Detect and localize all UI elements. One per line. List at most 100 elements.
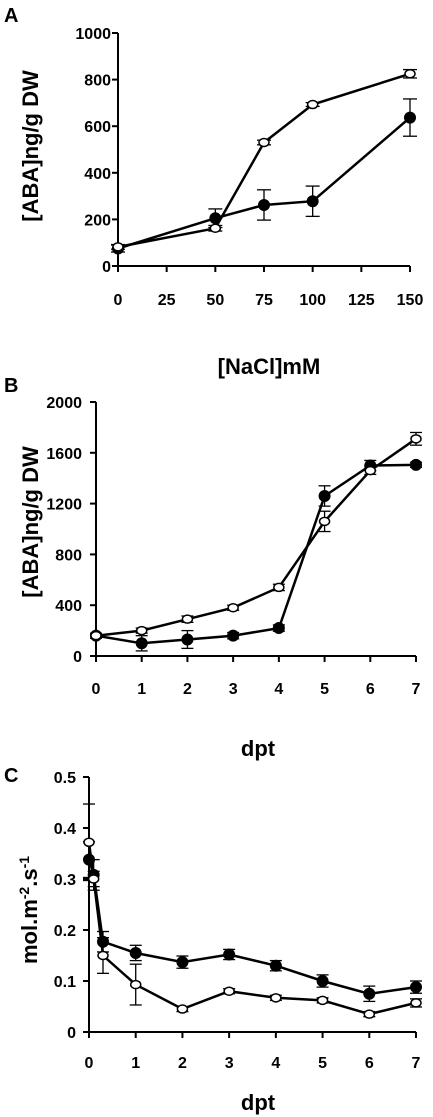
- chart-panel-c: C 0 0.1 0.2 0.3 0.4 0.5 0 1 2 3 4 5 6 7 dpt mol.m-2.s-1: [4, 765, 422, 1115]
- data-point-open: [112, 242, 124, 252]
- x-tick-label: 6: [365, 1055, 374, 1072]
- x-tick-label: 150: [397, 292, 424, 309]
- y-axis-title-part: mol.m: [17, 899, 42, 964]
- series-line-open-circle: [87, 842, 417, 1016]
- data-point-open: [270, 993, 282, 1003]
- series-line-open-circle: [95, 437, 417, 637]
- series-open-circle: [90, 431, 422, 641]
- y-tick-label: 0: [67, 1025, 76, 1042]
- x-tick-label: 5: [318, 1055, 327, 1072]
- data-point-filled: [176, 956, 189, 969]
- x-tick-label: 0: [92, 681, 101, 698]
- data-point-open: [318, 516, 331, 527]
- x-tick-label: 100: [299, 292, 326, 309]
- y-axis-title: [ABA]ng/g DW: [18, 446, 43, 598]
- x-tick-label: 75: [255, 292, 273, 309]
- data-point-open: [364, 465, 377, 476]
- series-filled-circle: [90, 458, 422, 652]
- x-tick-label: 50: [206, 292, 224, 309]
- x-tick-label: 6: [366, 681, 375, 698]
- data-point-open: [363, 1009, 376, 1019]
- data-point-filled: [404, 111, 416, 124]
- series-open-circle: [111, 68, 417, 252]
- y-axis-title: mol.m-2.s-1: [16, 856, 42, 964]
- series-line-filled-circle: [87, 859, 417, 996]
- y-tick-label: 0.1: [54, 974, 76, 991]
- data-point-open: [410, 998, 422, 1008]
- data-point-filled: [306, 195, 319, 208]
- data-point-open: [129, 979, 142, 990]
- y-tick-label: 1600: [46, 446, 82, 463]
- x-tick-label: 125: [348, 292, 375, 309]
- x-tick-label: 3: [225, 1055, 234, 1072]
- series-filled-circle: [83, 841, 422, 1003]
- x-tick-label: 2: [183, 681, 192, 698]
- x-tick-label: 0: [85, 1055, 94, 1072]
- y-axis-title-part: .s: [17, 868, 42, 886]
- y-tick-label: 0.4: [54, 821, 76, 838]
- data-point-open: [176, 1004, 189, 1014]
- y-tick-label: 600: [84, 119, 111, 136]
- data-point-open: [209, 223, 222, 234]
- x-tick-label: 1: [137, 681, 146, 698]
- y-axis-title: [ABA]ng/g DW: [18, 70, 43, 222]
- data-point-open: [83, 837, 95, 848]
- y-tick-label: 400: [84, 166, 111, 183]
- data-point-filled: [269, 959, 282, 972]
- x-tick-label: 2: [178, 1055, 187, 1072]
- series-line-open-circle: [117, 72, 411, 249]
- data-point-filled: [227, 629, 240, 642]
- data-point-filled: [316, 975, 329, 987]
- data-point-open: [273, 582, 285, 593]
- series-line-filled-circle: [95, 463, 417, 645]
- x-tick-label: 25: [158, 292, 176, 309]
- y-tick-label: 0: [102, 259, 111, 276]
- y-axis-title-superscript: -2: [16, 887, 32, 900]
- y-tick-label: 0.3: [54, 872, 76, 889]
- series-line-filled-circle: [117, 116, 411, 250]
- y-axis-title-superscript: -1: [16, 856, 32, 869]
- data-point-open: [316, 995, 329, 1006]
- y-tick-label: 0.5: [54, 770, 76, 787]
- data-point-open: [181, 614, 194, 624]
- data-point-filled: [129, 946, 142, 959]
- x-axis-title: [NaCl]mM: [218, 354, 321, 379]
- y-tick-label: 200: [84, 212, 111, 229]
- y-tick-label: 0: [73, 649, 82, 666]
- data-point-open: [306, 99, 319, 110]
- chart-panel-b: B 0 400 800 1200 1600 2000 0 1 2 3 4 5 6 7 dpt [ABA]ng/g…: [4, 375, 422, 761]
- data-point-filled: [318, 489, 331, 502]
- series-open-circle: [83, 803, 422, 1019]
- data-point-open: [410, 434, 422, 444]
- y-tick-label: 2000: [46, 395, 82, 412]
- x-axis-title: dpt: [241, 736, 276, 761]
- y-tick-label: 1000: [75, 26, 111, 43]
- x-tick-label: 5: [320, 681, 329, 698]
- data-point-filled: [181, 633, 194, 646]
- data-point-open: [223, 986, 235, 996]
- y-tick-label: 0.2: [54, 923, 76, 940]
- data-point-open: [90, 630, 102, 641]
- x-axis-title: dpt: [241, 1090, 276, 1115]
- data-point-filled: [135, 637, 148, 650]
- x-tick-label: 0: [114, 292, 123, 309]
- data-point-filled: [410, 981, 422, 994]
- data-point-open: [87, 874, 100, 884]
- data-point-open: [258, 137, 270, 148]
- panel-letter: C: [4, 765, 18, 787]
- x-tick-label: 3: [229, 681, 238, 698]
- data-point-filled: [363, 987, 376, 1000]
- panel-letter: A: [4, 5, 18, 27]
- y-tick-label: 800: [55, 547, 82, 564]
- x-tick-label: 4: [274, 681, 283, 698]
- data-point-filled: [223, 948, 236, 961]
- series-filled-circle: [111, 98, 417, 255]
- data-point-open: [135, 625, 148, 636]
- data-point-open: [227, 602, 239, 613]
- y-tick-label: 1200: [46, 497, 82, 514]
- x-tick-label: 7: [412, 1055, 421, 1072]
- data-point-open: [404, 69, 416, 79]
- data-point-filled: [410, 458, 422, 471]
- x-tick-label: 7: [412, 681, 421, 698]
- y-tick-label: 400: [55, 598, 82, 615]
